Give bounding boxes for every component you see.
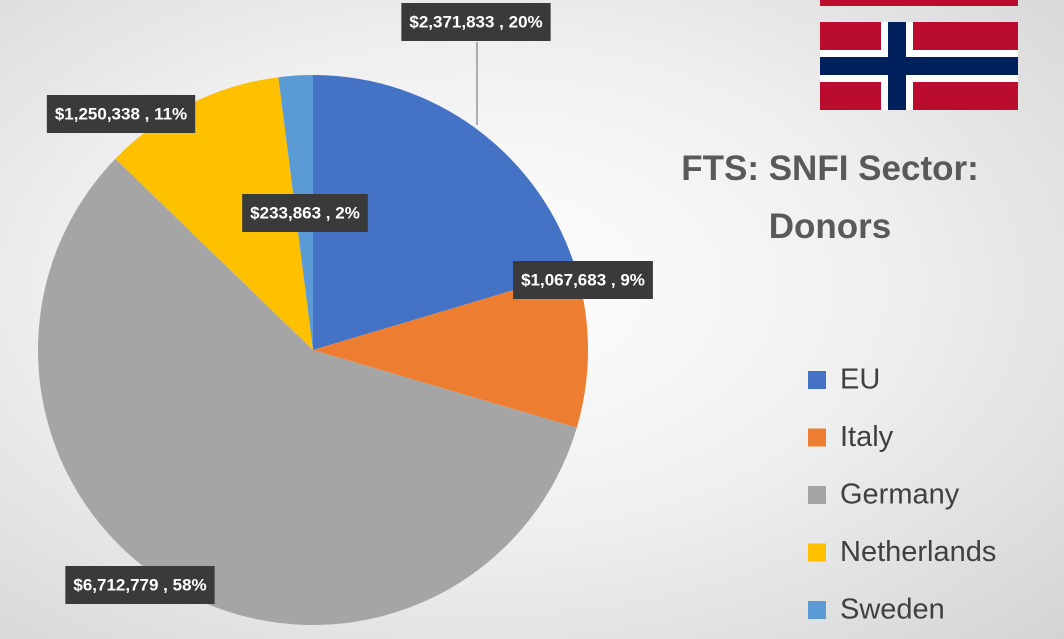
- data-label-text: $2,371,833 , 20%: [409, 12, 542, 31]
- legend-swatch: [808, 543, 826, 562]
- legend-swatch: [808, 601, 826, 619]
- legend-label: Germany: [840, 479, 960, 511]
- flag-top: [820, 0, 1018, 6]
- legend-label: Sweden: [840, 594, 945, 626]
- data-label-text: $1,067,683 , 9%: [521, 270, 645, 289]
- data-label-text: $1,250,338 , 11%: [55, 104, 187, 123]
- norway-flag: [820, 22, 1018, 110]
- data-label: $6,712,779 , 58%: [65, 566, 215, 604]
- legend-label: Italy: [840, 421, 894, 453]
- legend-label: EU: [840, 364, 880, 396]
- legend-swatch: [808, 428, 826, 447]
- pie-slice: [38, 158, 577, 625]
- legend-swatch: [808, 371, 826, 389]
- slices: [38, 75, 588, 625]
- chart-title: FTS: SNFI Sector: Donors: [681, 149, 979, 246]
- data-label-text: $233,863 , 2%: [250, 203, 360, 222]
- legend-label: Netherlands: [840, 536, 996, 568]
- pie-slice: [313, 271, 588, 428]
- data-label-box: [401, 3, 551, 41]
- data-label: $2,371,833 , 20%: [401, 3, 551, 41]
- pie-slice: [115, 77, 313, 350]
- data-label-box: [46, 95, 196, 133]
- data-label-box: [65, 566, 215, 604]
- data-label: $1,250,338 , 11%: [46, 95, 196, 133]
- data-label-text: $6,712,779 , 58%: [73, 575, 206, 594]
- data-label-box: [513, 261, 653, 299]
- data-label: $233,863 , 2%: [242, 194, 368, 232]
- legend-swatch: [808, 486, 826, 504]
- pie-slice: [313, 75, 577, 350]
- data-label: $1,067,683 , 9%: [513, 261, 653, 299]
- data-label-box: [242, 194, 368, 232]
